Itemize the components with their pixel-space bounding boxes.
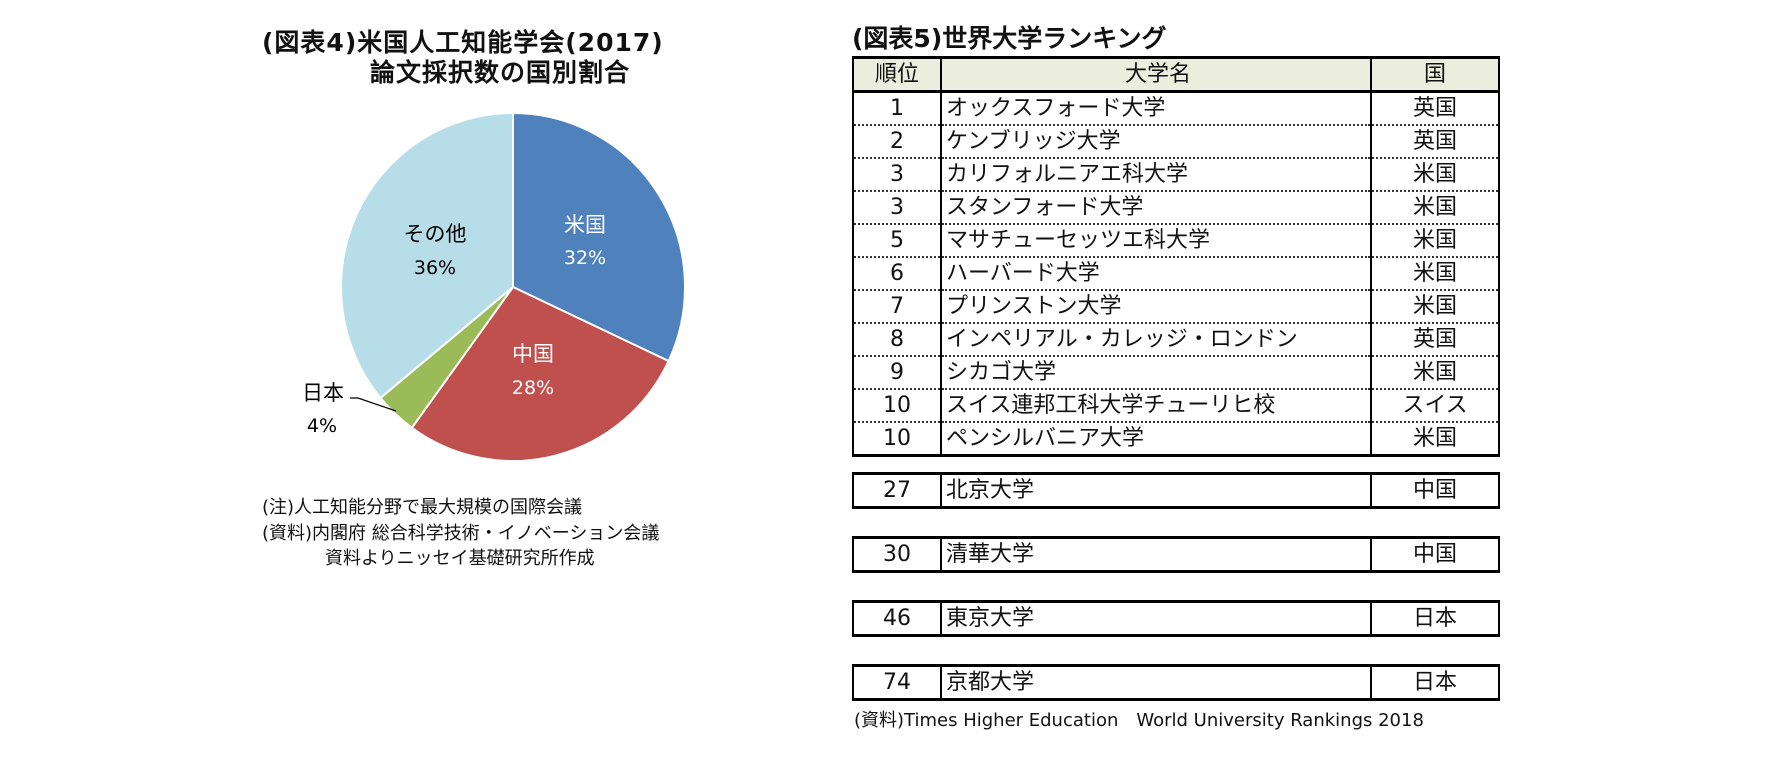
rank-cell: 8 [852,323,942,357]
university-cell: インペリアル・カレッジ・ロンドン [941,323,1372,357]
rank-cell: 1 [852,91,942,126]
pie-value-japan: 4% [307,415,337,437]
university-cell: スタンフォード大学 [941,191,1372,225]
figure5-title: (図表5)世界大学ランキング [852,24,1167,53]
ranking-table: 順位 大学名 国 1 オックスフォード大学 英国 2 ケンブリッジ大学 英国 3 カリフォルニ… [852,56,1500,457]
country-cell: 米国 [1371,356,1500,390]
pie-value-usa: 32% [564,247,606,269]
country-cell: 米国 [1371,191,1500,225]
university-cell: シカゴ大学 [941,356,1372,390]
pie-label-other: その他 [404,222,467,246]
university-cell: ペンシルバニア大学 [941,422,1372,457]
rank-cell: 6 [852,257,942,291]
table-row: 3 スタンフォード大学 米国 [852,191,1500,225]
university-cell: プリンストン大学 [941,290,1372,324]
country-cell: 米国 [1371,158,1500,192]
pie-label-japan: 日本 [302,381,344,405]
pie-value-other: 36% [414,257,456,279]
pie-slices [340,111,686,462]
pie-chart: 米国 32% 中国 28% 日本 4% その他 36% [302,111,686,462]
figure4-note: (注)人工知能分野で最大規模の国際会議 [262,497,583,518]
country-cell: 英国 [1371,323,1500,357]
table-row: 30 清華大学 中国 [852,536,1500,573]
country-cell: 米国 [1371,422,1500,457]
university-cell: カリフォルニアエ科大学 [941,158,1372,192]
country-cell: 英国 [1371,125,1500,159]
figure4-title-line1: (図表4)米国人工知能学会(2017) [262,28,664,57]
country-cell: 米国 [1371,257,1500,291]
rank-cell: 7 [852,290,942,324]
country-cell: 中国 [1371,472,1500,509]
country-cell: スイス [1371,389,1500,423]
university-cell: ケンブリッジ大学 [941,125,1372,159]
figure4-source: (資料)内閣府 総合科学技術・イノベーション会議 [262,523,660,544]
japan-leader-line [350,397,397,412]
pie-slice-china [410,285,670,462]
rank-cell: 30 [852,536,942,573]
table-row: 3 カリフォルニアエ科大学 米国 [852,158,1500,192]
ranking-extra-27: 27 北京大学 中国 [852,472,1500,509]
ranking-extra-74: 74 京都大学 日本 [852,664,1500,701]
country-cell: 中国 [1371,536,1500,573]
university-cell: 清華大学 [941,536,1372,573]
table-row: 27 北京大学 中国 [852,472,1500,509]
rank-cell: 46 [852,600,942,637]
pie-label-china: 中国 [512,342,554,366]
header-country: 国 [1371,56,1500,93]
country-cell: 英国 [1371,91,1500,126]
rank-cell: 74 [852,664,942,701]
country-cell: 米国 [1371,290,1500,324]
country-cell: 米国 [1371,224,1500,258]
rank-cell: 27 [852,472,942,509]
table-row: 10 ペンシルバニア大学 米国 [852,422,1500,457]
table-row: 7 プリンストン大学 米国 [852,290,1500,324]
figure5-source: (資料)Times Higher Education World Univers… [854,710,1424,731]
university-cell: オックスフォード大学 [941,91,1372,126]
university-cell: スイス連邦工科大学チューリヒ校 [941,389,1372,423]
pie-label-usa: 米国 [564,213,606,237]
rank-cell: 10 [852,422,942,457]
ranking-extra-46: 46 東京大学 日本 [852,600,1500,637]
table-row: 1 オックスフォード大学 英国 [852,91,1500,126]
rank-cell: 9 [852,356,942,390]
university-cell: 京都大学 [941,664,1372,701]
figure4-source-cont: 資料よりニッセイ基礎研究所作成 [325,548,595,569]
table-row: 2 ケンブリッジ大学 英国 [852,125,1500,159]
ranking-extra-30: 30 清華大学 中国 [852,536,1500,573]
rank-cell: 3 [852,191,942,225]
header-university: 大学名 [941,56,1372,93]
table-row: 8 インペリアル・カレッジ・ロンドン 英国 [852,323,1500,357]
table-row: 6 ハーバード大学 米国 [852,257,1500,291]
figure4-title-line2: 論文採択数の国別割合 [370,58,631,87]
university-cell: マサチューセッツエ科大学 [941,224,1372,258]
university-cell: ハーバード大学 [941,257,1372,291]
table-row: 46 東京大学 日本 [852,600,1500,637]
pie-slice-usa [512,111,686,363]
pie-slice-other [340,111,514,400]
table-header-row: 順位 大学名 国 [852,56,1500,93]
header-rank: 順位 [852,56,942,93]
table-row: 9 シカゴ大学 米国 [852,356,1500,390]
pie-value-china: 28% [512,377,554,399]
table-row: 74 京都大学 日本 [852,664,1500,701]
rank-cell: 5 [852,224,942,258]
university-cell: 北京大学 [941,472,1372,509]
country-cell: 日本 [1371,664,1500,701]
country-cell: 日本 [1371,600,1500,637]
rank-cell: 3 [852,158,942,192]
university-cell: 東京大学 [941,600,1372,637]
rank-cell: 10 [852,389,942,423]
table-row: 10 スイス連邦工科大学チューリヒ校 スイス [852,389,1500,423]
table-row: 5 マサチューセッツエ科大学 米国 [852,224,1500,258]
rank-cell: 2 [852,125,942,159]
